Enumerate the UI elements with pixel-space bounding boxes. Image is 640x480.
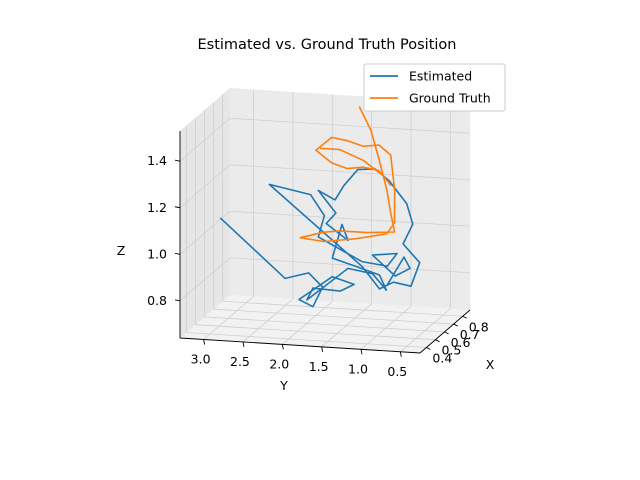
- y-tick-label: 1.0: [348, 361, 368, 376]
- y-tick-mark: [360, 349, 363, 355]
- y-tick-label: 2.5: [230, 354, 250, 369]
- y-tick-label: 1.5: [309, 359, 329, 374]
- z-tick-mark: [174, 252, 181, 255]
- x-tick-mark: [435, 339, 440, 343]
- y-tick-mark: [399, 351, 402, 357]
- x-tick-mark: [462, 315, 467, 319]
- z-tick-label: 1.4: [147, 153, 167, 168]
- x-tick-label: 0.7: [460, 327, 480, 342]
- y-tick-mark: [242, 341, 245, 348]
- legend-label-estimated: Estimated: [409, 69, 472, 84]
- grid-line-z-back-x: [229, 210, 471, 227]
- grid-line-y-floor: [321, 303, 372, 348]
- y-tick-label: 2.0: [269, 356, 289, 371]
- y-tick-mark: [203, 339, 206, 345]
- x-tick-mark: [453, 323, 458, 327]
- axes-panes: [180, 88, 470, 353]
- z-tick-label: 1.2: [147, 200, 167, 215]
- y-axis-label: Y: [279, 378, 288, 393]
- grid-line-x-floor: [186, 332, 427, 348]
- x-tick-label: 0.6: [451, 335, 471, 350]
- y-tick-label: 3.0: [191, 351, 211, 366]
- grid-line-x-floor: [195, 324, 436, 341]
- z-tick-mark: [174, 299, 181, 302]
- x-tick-mark: [426, 347, 431, 350]
- y-tick-label: 0.5: [387, 364, 407, 379]
- z-tick-mark: [174, 206, 181, 209]
- axes-grid: [179, 89, 471, 353]
- chart-title: Estimated vs. Ground Truth Position: [198, 37, 457, 53]
- z-tick-label: 1.0: [147, 246, 167, 261]
- pane-floor: [180, 295, 470, 353]
- x-tick-label: 0.8: [469, 319, 489, 334]
- grid-line-x-floor: [222, 300, 463, 317]
- y-axis-line: [179, 337, 421, 354]
- legend-label-ground-truth: Ground Truth: [409, 91, 491, 106]
- pane-back-x: [230, 88, 470, 310]
- z-tick-mark: [174, 159, 181, 162]
- legend-frame: [363, 63, 506, 112]
- grid-line-z-back-x: [229, 164, 471, 181]
- y-tick-mark: [281, 344, 284, 350]
- z-tick-label: 0.8: [147, 293, 167, 308]
- grid-line-x-floor: [213, 308, 454, 325]
- axes-ticks: 0.40.50.60.70.80.51.01.52.02.53.00.81.01…: [147, 153, 489, 379]
- grid-line-y-floor: [360, 306, 412, 350]
- series-line-ground-truth: [299, 106, 396, 243]
- grid-line-z-back-y: [179, 117, 231, 162]
- x-axis-line: [419, 309, 471, 354]
- z-axis-label: Z: [117, 243, 126, 258]
- grid-line-y-floor: [203, 296, 254, 340]
- x-tick-mark: [444, 331, 449, 335]
- grid-line-z-back-x: [229, 257, 471, 274]
- y-tick-mark: [321, 346, 324, 352]
- grid-line-x-floor: [204, 316, 445, 333]
- x-tick-label: 0.4: [432, 351, 452, 366]
- grid-line-z-back-y: [179, 257, 231, 302]
- grid-line-y-floor: [282, 301, 333, 345]
- grid-line-z-back-x: [229, 117, 471, 134]
- x-tick-label: 0.5: [442, 343, 462, 358]
- plot-lines: [219, 106, 421, 308]
- axes-edges: [179, 131, 471, 354]
- grid-line-y-floor: [400, 308, 451, 353]
- series-line-estimated: [219, 168, 421, 308]
- grid-line-y-floor: [242, 298, 294, 343]
- grid-line-z-back-y: [179, 164, 231, 209]
- x-axis-label: X: [486, 357, 495, 372]
- legend: Estimated Ground Truth: [363, 63, 506, 112]
